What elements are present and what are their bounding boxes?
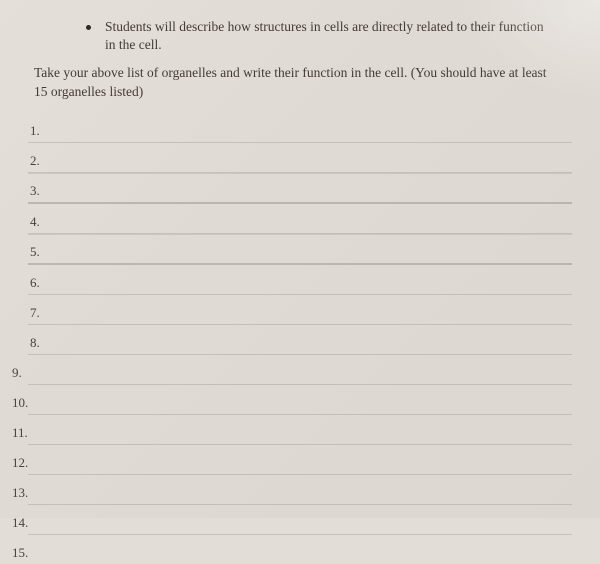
blank-line (58, 329, 572, 347)
list-item: 1. (28, 113, 572, 143)
list-number: 1. (28, 123, 58, 139)
list-item: 3. (28, 173, 572, 204)
list-number: 3. (28, 183, 58, 199)
blank-line (58, 299, 572, 317)
list-item: 9. (28, 355, 572, 385)
list-number: 5. (28, 244, 58, 260)
blank-line (58, 269, 572, 287)
list-number: 12. (10, 455, 44, 471)
list-number: 15. (10, 545, 44, 561)
bullet-dot-icon (86, 25, 91, 30)
list-item: 11. (28, 415, 572, 445)
list-number: 14. (10, 515, 44, 531)
list-item: 14. (28, 505, 572, 535)
list-number: 11. (10, 425, 44, 441)
blank-line (44, 389, 572, 407)
list-number: 4. (28, 214, 58, 230)
blank-line (58, 147, 572, 165)
blank-line (44, 479, 572, 497)
blank-line (44, 449, 572, 467)
list-number: 7. (28, 305, 58, 321)
worksheet-page: Students will describe how structures in… (0, 0, 600, 518)
list-number: 13. (10, 485, 44, 501)
list-item: 6. (28, 265, 572, 295)
list-item: 13. (28, 475, 572, 505)
list-number: 8. (28, 335, 58, 351)
list-item: 15. (28, 535, 572, 564)
blank-line (44, 359, 572, 377)
list-item: 8. (28, 325, 572, 355)
blank-line (58, 208, 572, 226)
blank-line (58, 238, 572, 256)
list-item: 5. (28, 234, 572, 265)
list-item: 4. (28, 204, 572, 234)
objective-text: Students will describe how structures in… (105, 18, 554, 54)
list-item: 7. (28, 295, 572, 325)
list-number: 6. (28, 275, 58, 291)
numbered-list: 1. 2. 3. 4. 5. 6. 7. 8. (28, 113, 572, 564)
list-number: 10. (10, 395, 44, 411)
blank-line (44, 419, 572, 437)
list-item: 10. (28, 385, 572, 415)
instruction-text: Take your above list of organelles and w… (34, 64, 554, 100)
blank-line (58, 117, 572, 135)
list-number: 9. (10, 365, 44, 381)
list-item: 12. (28, 445, 572, 475)
objective-bullet-row: Students will describe how structures in… (86, 18, 554, 54)
list-number: 2. (28, 153, 58, 169)
list-item: 2. (28, 143, 572, 173)
blank-line (44, 539, 572, 557)
blank-line (58, 177, 572, 195)
